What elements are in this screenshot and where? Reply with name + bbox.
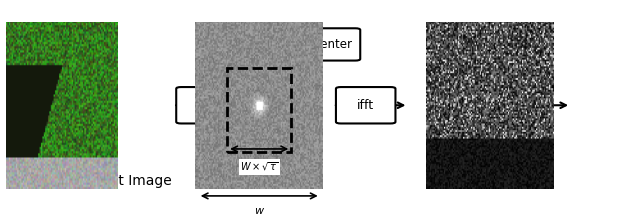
Text: Spectrum: Spectrum [247, 174, 314, 188]
Text: Set 0 to low freq. center: Set 0 to low freq. center [209, 38, 353, 51]
Text: $w$: $w$ [253, 206, 265, 215]
Text: fft: fft [195, 99, 209, 112]
FancyBboxPatch shape [176, 87, 227, 123]
Text: HFC: HFC [445, 174, 474, 188]
FancyBboxPatch shape [336, 87, 396, 123]
FancyBboxPatch shape [202, 28, 360, 61]
Text: Input Image: Input Image [88, 174, 172, 188]
Text: $W\times\sqrt{\tau}$: $W\times\sqrt{\tau}$ [240, 161, 278, 173]
Text: ifft: ifft [357, 99, 374, 112]
Bar [227, 68, 291, 152]
